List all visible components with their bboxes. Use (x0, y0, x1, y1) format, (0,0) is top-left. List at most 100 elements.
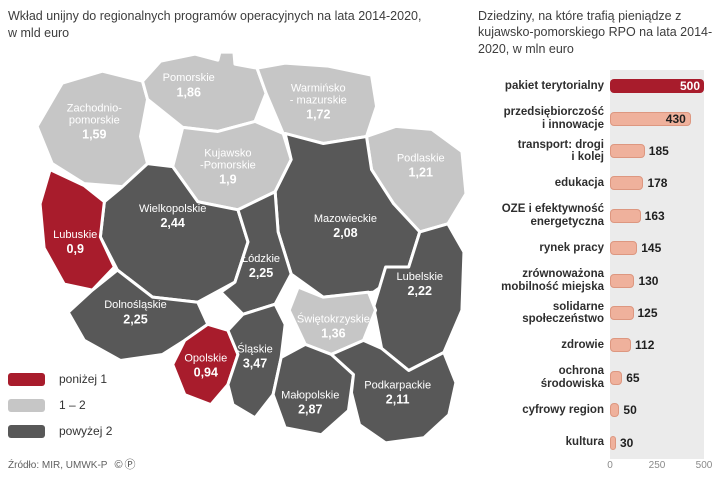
bar-row: solidarne społeczeństwo 125 (478, 297, 714, 329)
region-label: Warmińsko (291, 82, 346, 94)
bar-label: rynek pracy (539, 242, 604, 255)
region-label: Kujawsko (204, 148, 251, 160)
region-shape (271, 342, 355, 437)
legend-item: 1 – 2 (8, 398, 112, 412)
map-panel: Wkład unijny do regionalnych programów o… (8, 9, 468, 472)
region-value: 2,08 (333, 226, 357, 240)
region-shape (141, 50, 268, 133)
region-value: 0,9 (67, 242, 84, 256)
region-value: 2,25 (123, 312, 147, 326)
chart-title: Dziedziny, na które trafią pieniądze z k… (478, 9, 713, 56)
bar-row: zrównoważona mobilność miejska 130 (478, 264, 714, 296)
bar-label: edukacja (554, 177, 604, 190)
bar (610, 306, 634, 321)
legend-label: powyżej 2 (59, 424, 113, 438)
region-value: 3,47 (243, 356, 267, 370)
bar-track: 130 (610, 273, 714, 288)
bar-value: 185 (648, 144, 669, 159)
region-value: 1,72 (306, 107, 330, 121)
legend-label: poniżej 1 (59, 372, 108, 386)
bar-row: ochrona środowiska 65 (478, 362, 714, 394)
region-value: 0,94 (194, 366, 218, 380)
legend-item: powyżej 2 (8, 424, 112, 438)
region-label: Mazowieckie (314, 213, 377, 225)
region-label: Dolnośląskie (104, 299, 167, 311)
region-shape (255, 61, 379, 146)
bar (610, 435, 616, 450)
bar-label: przedsiębiorczość i innowacje (503, 106, 604, 131)
region-label: Opolskie (184, 352, 227, 364)
bar (610, 208, 641, 223)
region-label: Śląskie (237, 342, 273, 355)
bar-row: przedsiębiorczość i innowacje 430 (478, 102, 714, 134)
region-value: 1,9 (219, 173, 236, 187)
region-label: Zachodnio- (67, 102, 123, 114)
bar-track: 145 (610, 241, 714, 256)
legend-swatch (8, 372, 45, 386)
legend-swatch (8, 424, 45, 438)
bar-label: zdrowie (561, 339, 604, 352)
map-legend: poniżej 1 1 – 2 powyżej 2 (8, 372, 112, 438)
bar (610, 144, 645, 159)
bar-track: 178 (610, 176, 714, 191)
bar-value: 65 (626, 370, 640, 385)
region-label: Lubuskie (53, 229, 97, 241)
bar-label: cyfrowy region (522, 404, 604, 417)
region-label: pomorskie (69, 114, 120, 126)
bar-value: 430 (665, 111, 686, 126)
bar-track: 50 (610, 403, 714, 418)
bar: 500 (610, 79, 704, 94)
bar-track: 500 (610, 79, 714, 94)
bar-track: 125 (610, 306, 714, 321)
bar-label: solidarne społeczeństwo (522, 300, 604, 326)
region-value: 2,11 (386, 393, 410, 407)
region-label: Świętokrzyskie (297, 312, 370, 325)
region-label: Lubelskie (396, 271, 443, 283)
bar (610, 403, 620, 418)
plot-background (610, 70, 704, 459)
bar (610, 370, 623, 385)
bar-row: transport: drogi i kolej 185 (478, 135, 714, 167)
region-label: - mazurskie (290, 94, 347, 106)
bar (610, 241, 638, 256)
bar-row: OZE i efektywność energetyczna 163 (478, 200, 714, 232)
legend-swatch (8, 398, 45, 412)
bar-track: 185 (610, 144, 714, 159)
bar-value: 500 (679, 79, 700, 94)
bar-label: zrównoważona mobilność miejska (501, 268, 604, 293)
source-line: Źródło: MIR, UMWK-P ©Ⓟ (8, 456, 138, 472)
legend-label: 1 – 2 (59, 398, 86, 412)
bar-label: ochrona środowiska (540, 365, 604, 390)
bar-value: 125 (637, 306, 658, 321)
bar-value: 30 (620, 435, 634, 450)
bar: 430 (610, 111, 691, 126)
bar-row: cyfrowy region 50 (478, 394, 714, 426)
map-title: Wkład unijny do regionalnych programów o… (8, 9, 422, 40)
bar-track: 163 (610, 208, 714, 223)
region-value: 2,22 (408, 284, 432, 298)
bar-value: 130 (638, 273, 659, 288)
region-label: Pomorskie (163, 72, 215, 84)
x-axis: 0 250 500 (478, 460, 714, 474)
bar-label: kultura (565, 436, 604, 449)
x-tick: 500 (695, 460, 713, 471)
chart-panel: Dziedziny, na które trafią pieniądze z k… (478, 8, 714, 482)
bar-row: zdrowie 112 (478, 329, 714, 361)
region-shape (35, 69, 150, 189)
region-label: Podlaskie (397, 153, 445, 165)
bar-value: 178 (647, 176, 668, 191)
region-value: 2,44 (160, 216, 184, 230)
bar-value: 163 (644, 208, 665, 223)
bar-value: 50 (623, 403, 637, 418)
region-label: Małopolskie (281, 390, 339, 402)
